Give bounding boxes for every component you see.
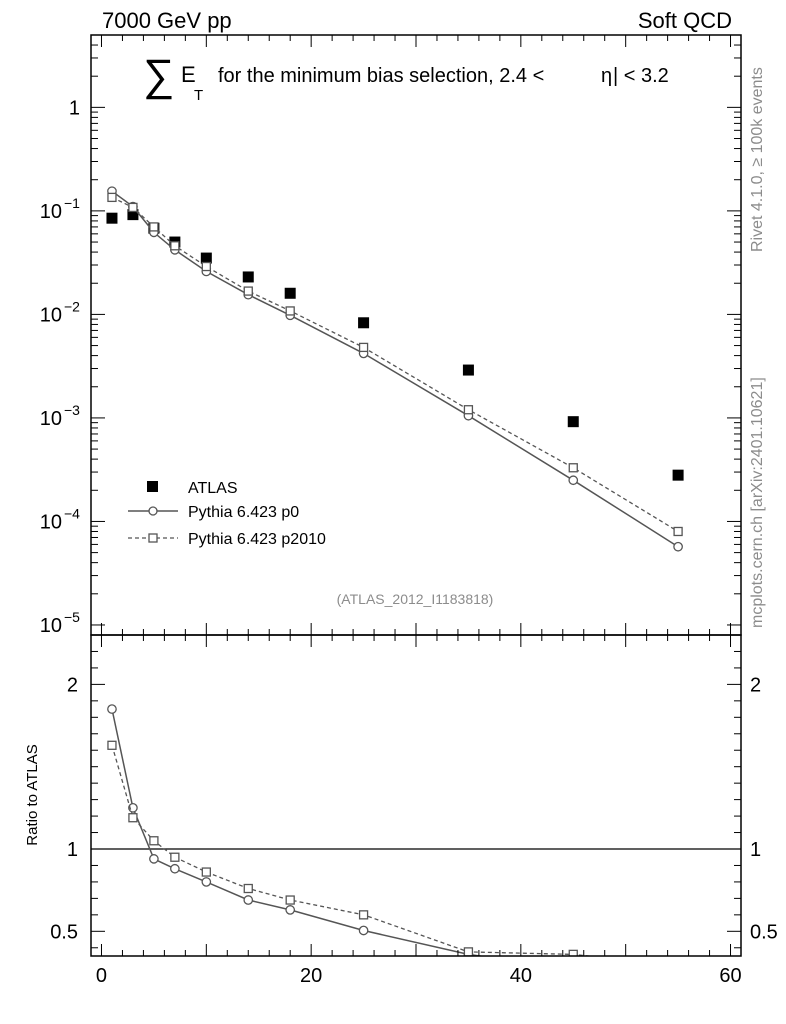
- mcplots-label: mcplots.cern.ch [arXiv:2401.10621]: [749, 377, 766, 628]
- ratio-p2010-point: [285, 895, 295, 905]
- y-tick-label: 10: [40, 511, 62, 533]
- ratio-p0-point: [569, 965, 577, 973]
- ratio-p0-point: [358, 925, 369, 936]
- ratio-p2010-point: [568, 949, 578, 956]
- ratio-p2010-line: [111, 745, 594, 956]
- legend-atlas-marker: [147, 481, 158, 492]
- ratio-p2010-point: [107, 740, 117, 750]
- title-sum-symbol: ∑: [143, 51, 174, 100]
- p2010-data-point: [149, 222, 159, 232]
- plot-title: ∑ E T for the minimum bias selection, 2.…: [143, 51, 669, 104]
- p2010-data-point: [463, 405, 474, 415]
- legend-p2010-label: Pythia 6.423 p2010: [188, 531, 326, 548]
- p2010-series-line: [111, 196, 679, 533]
- rivet-version-label: Rivet 4.1.0, ≥ 100k events: [749, 67, 766, 252]
- ratio-p0-point: [107, 704, 117, 714]
- ratio-y-tick-label: 2: [67, 674, 78, 696]
- main-panel-plot-area: [106, 186, 684, 552]
- atlas-data-point: [127, 209, 139, 221]
- y-tick-label: 10: [40, 408, 62, 430]
- title-e-subscript: T: [194, 87, 203, 104]
- ratio-p2010-point: [170, 852, 180, 862]
- title-text: for the minimum bias selection, 2.4 <: [218, 65, 544, 87]
- atlas-data-point: [242, 271, 254, 283]
- y-tick-exponent: −3: [64, 402, 80, 418]
- y-tick-exponent: −1: [64, 195, 80, 211]
- ratio-p0-point: [243, 895, 254, 905]
- y-tick-exponent: −2: [64, 298, 80, 314]
- atlas-data-point: [200, 252, 212, 264]
- legend-atlas-label: ATLAS: [188, 480, 238, 497]
- atlas-data-point: [358, 317, 370, 329]
- ratio-p0-point: [674, 976, 682, 984]
- title-tail: | < 3.2: [613, 65, 669, 87]
- ratio-y-axis-label: Ratio to ATLAS: [24, 744, 41, 845]
- ratio-p2010-point: [243, 883, 253, 894]
- x-tick-label: 40: [510, 965, 532, 987]
- title-eta-symbol: η: [601, 65, 612, 87]
- p2010-data-point: [243, 286, 253, 296]
- legend: ATLAS Pythia 6.423 p0 Pythia 6.423 p2010: [128, 480, 326, 548]
- ratio-p2010-point: [463, 947, 474, 956]
- y-tick-label: 10: [40, 201, 62, 223]
- ratio-p2010-point: [128, 813, 138, 823]
- p0-data-point: [673, 541, 683, 552]
- ratio-p2010-point: [201, 867, 211, 877]
- legend-p2010-marker: [148, 533, 158, 543]
- y-tick-exponent: −5: [64, 609, 80, 625]
- ratio-y-tick-label-right: 0.5: [750, 921, 778, 943]
- legend-p0-marker: [148, 506, 158, 516]
- ratio-y-tick-label: 0.5: [50, 921, 78, 943]
- header-category-label: Soft QCD: [638, 8, 732, 33]
- atlas-data-point: [106, 212, 118, 224]
- x-tick-label: 20: [300, 965, 322, 987]
- p2010-data-point: [673, 526, 683, 537]
- x-tick-label: 60: [719, 965, 741, 987]
- p2010-data-point: [358, 342, 369, 353]
- ratio-p0-point: [128, 802, 138, 813]
- ratio-y-tick-label: 1: [67, 839, 78, 861]
- ratio-y-tick-label-right: 2: [750, 674, 761, 696]
- ratio-panel-frame: [90, 634, 742, 957]
- ratio-p0-line: [111, 708, 486, 956]
- p2010-data-point: [107, 192, 117, 203]
- p2010-data-point: [568, 463, 578, 473]
- ratio-p0-point: [201, 877, 212, 887]
- legend-p0-label: Pythia 6.423 p0: [188, 504, 299, 521]
- ratio-p0-point: [285, 905, 296, 915]
- ratio-panel-plot-area: [91, 704, 741, 984]
- atlas-data-point: [672, 469, 684, 481]
- header-energy-label: 7000 GeV pp: [102, 8, 232, 33]
- y-tick-exponent: −4: [64, 505, 80, 521]
- p2010-data-point: [128, 202, 138, 213]
- atlas-data-point: [567, 416, 579, 428]
- p2010-data-point: [285, 306, 295, 316]
- ratio-y-tick-label-right: 1: [750, 839, 761, 861]
- title-e-letter: E: [181, 62, 196, 87]
- ratio-p2010-point: [149, 836, 159, 846]
- analysis-id-label: (ATLAS_2012_I1183818): [337, 591, 494, 607]
- ratio-p0-point: [149, 854, 159, 864]
- p2010-data-point: [170, 241, 180, 251]
- atlas-data-point: [284, 287, 296, 299]
- p2010-data-point: [201, 261, 211, 272]
- p0-data-point: [568, 475, 579, 486]
- ratio-p2010-point: [358, 910, 369, 920]
- atlas-data-point: [462, 364, 474, 376]
- y-tick-label: 1: [69, 97, 80, 119]
- ratio-p0-point: [170, 863, 180, 874]
- y-tick-label: 10: [40, 615, 62, 637]
- ratio-p2010-point: [674, 962, 682, 970]
- x-tick-label: 0: [96, 965, 107, 987]
- y-tick-label: 10: [40, 304, 62, 326]
